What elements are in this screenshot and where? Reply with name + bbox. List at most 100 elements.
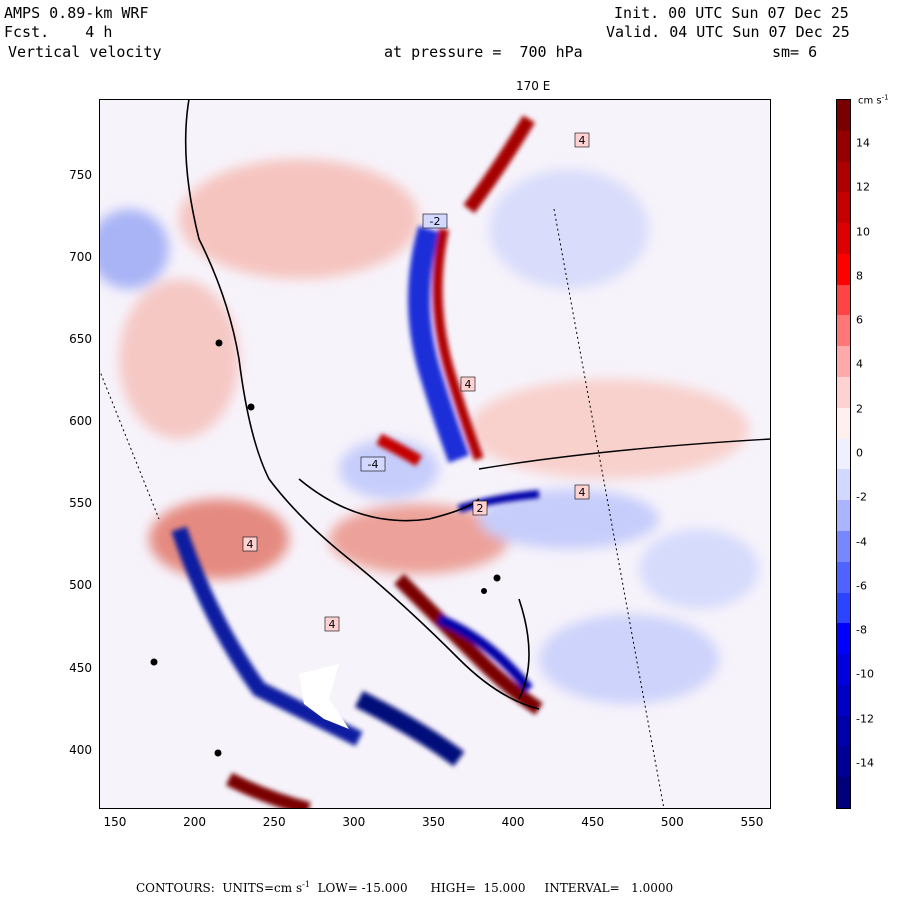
colorbar-tick-label: 12: [856, 180, 870, 194]
contour-label: 4: [574, 484, 590, 500]
colorbar-swatch: [837, 284, 850, 316]
coastline: [184, 99, 540, 710]
colorbar-swatch: [837, 161, 850, 193]
x-tick-label: 400: [501, 815, 525, 829]
meridian-label: 170 E: [516, 79, 551, 93]
svg-text:4: 4: [579, 486, 586, 499]
blue-region: [539, 614, 719, 704]
colorbar-tick-label: -2: [856, 490, 867, 504]
colorbar-swatch: [837, 253, 850, 285]
colorbar-swatch: [837, 561, 850, 593]
red-region: [179, 159, 419, 279]
colorbar-tick-label: 4: [856, 357, 863, 371]
colorbar-tick-label: 6: [856, 313, 863, 327]
missing-data-patch: [299, 664, 349, 729]
svg-text:2: 2: [477, 502, 484, 515]
y-tick-label: 700: [69, 249, 92, 264]
colorbar-swatch: [837, 407, 850, 439]
red-region: [149, 499, 289, 579]
contour-label: -2: [422, 213, 448, 229]
x-tick-label: 150: [103, 815, 127, 829]
contour-label: -4: [360, 456, 386, 472]
colorbar-swatch: [837, 192, 850, 224]
y-tick-label: 550: [69, 496, 92, 511]
blue-band: [437, 614, 533, 693]
forecast-hour: Fcst. 4 h: [4, 23, 113, 41]
contour-label: 2: [472, 500, 488, 516]
svg-text:4: 4: [465, 378, 472, 391]
colorbar-swatch: [837, 715, 850, 747]
map-svg: -4 4 4 2 4 4 4 -2: [99, 99, 771, 809]
red-region: [119, 279, 239, 439]
colorbar-swatch: [837, 377, 850, 408]
colorbar-tick-label: 2: [856, 402, 863, 416]
coastline: [298, 478, 480, 522]
colorbar-swatch: [837, 438, 850, 470]
y-tick-label: 450: [69, 660, 92, 675]
colorbar-swatch: [837, 100, 850, 131]
colorbar-tick-label: -10: [856, 667, 874, 681]
colorbar-tick-label: -12: [856, 712, 874, 726]
field-name: Vertical velocity: [8, 43, 162, 61]
colorbar-tick-label: -8: [856, 623, 867, 637]
y-tick-label: 400: [69, 742, 92, 757]
colorbar-swatch: [837, 592, 850, 624]
x-tick-label: 450: [581, 815, 605, 829]
station-dot: [150, 658, 158, 666]
x-tick-label: 300: [342, 815, 366, 829]
red-band: [432, 227, 484, 461]
meridian-170e: [553, 208, 665, 809]
red-band: [376, 433, 423, 467]
colorbar-swatch: [837, 746, 850, 778]
svg-text:4: 4: [329, 618, 336, 631]
contour-labels: -4 4 4 2 4 4 4 -2: [242, 132, 590, 632]
contour-label: 4: [574, 132, 590, 148]
colorbar-swatch: [837, 315, 850, 347]
blue-region: [639, 529, 759, 609]
blue-region: [489, 169, 649, 289]
colorbar-swatch: [837, 530, 850, 562]
blue-band: [171, 526, 363, 747]
colorbar-swatch: [837, 777, 850, 808]
meridian-dashed: [99, 368, 160, 520]
init-time: Init. 00 UTC Sun 07 Dec 25: [614, 4, 849, 22]
y-tick-label: 750: [69, 167, 92, 182]
x-tick-label: 500: [660, 815, 684, 829]
pressure-level: at pressure = 700 hPa: [384, 43, 583, 61]
colorbar-tick-label: 14: [856, 136, 870, 150]
strong-cells: [171, 115, 543, 809]
ice-shelf-edge: [478, 438, 771, 470]
y-tick-label: 500: [69, 578, 92, 593]
red-band: [463, 115, 536, 214]
blue-region: [99, 209, 169, 289]
colorbar-tick-label: -6: [856, 579, 867, 593]
coastline: [518, 598, 530, 700]
station-dot: [215, 339, 223, 347]
colorbar-tick-label: 0: [856, 446, 863, 460]
contour-label: 4: [460, 376, 476, 392]
station-dot: [493, 574, 501, 582]
svg-text:-4: -4: [368, 458, 379, 471]
colorbar-swatch: [837, 346, 850, 378]
blue-band: [354, 690, 465, 767]
colorbar-tick-label: -14: [856, 756, 874, 770]
contour-label: 4: [324, 616, 340, 632]
smoothing-value: sm= 6: [772, 43, 818, 61]
svg-text:4: 4: [579, 134, 586, 147]
coastlines: [184, 99, 540, 710]
svg-text:-2: -2: [430, 215, 441, 228]
station-dot: [481, 588, 487, 594]
x-tick-label: 250: [262, 815, 286, 829]
y-tick-label: 600: [69, 414, 92, 429]
colorbar-swatch: [837, 500, 850, 531]
colorbar-unit: cm s-1: [858, 93, 889, 107]
colorbar-tick-label: 10: [856, 225, 870, 239]
red-region: [329, 504, 509, 574]
station-dot: [247, 403, 255, 411]
colorbar: [836, 99, 851, 809]
y-tick-label: 650: [69, 331, 92, 346]
red-region: [469, 379, 749, 479]
colorbar-swatch: [837, 130, 850, 162]
colorbar-tick-label: 8: [856, 269, 863, 283]
red-band: [225, 772, 311, 809]
